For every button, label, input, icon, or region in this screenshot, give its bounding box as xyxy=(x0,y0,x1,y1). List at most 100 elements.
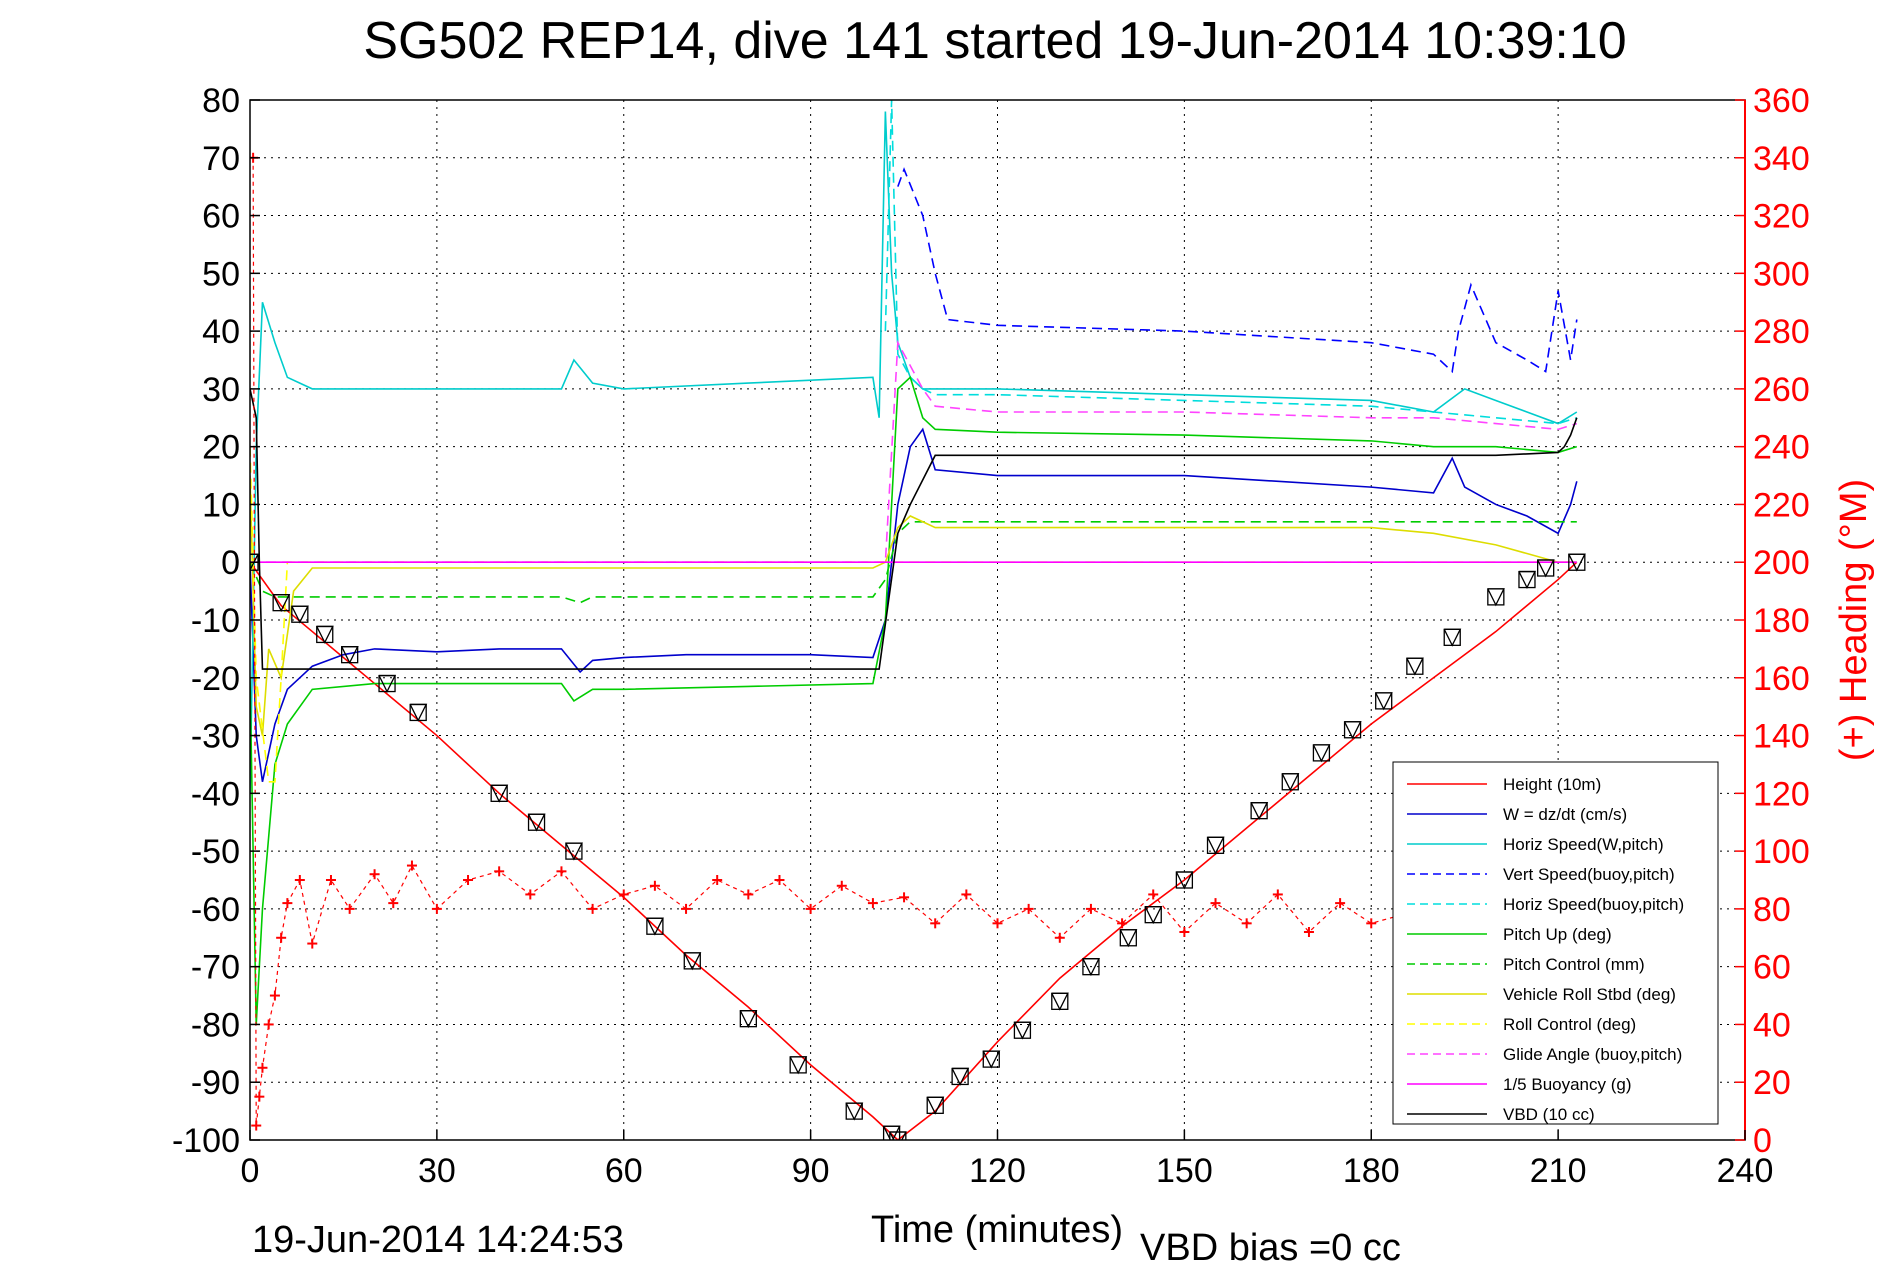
series-line-5 xyxy=(250,375,1578,1025)
height-marker xyxy=(378,674,397,694)
right-tick-label: 240 xyxy=(1753,429,1810,467)
legend-entry: Vehicle Roll Stbd (deg) xyxy=(1407,985,1676,1004)
left-tick-label: -60 xyxy=(191,891,240,929)
legend-entry: W = dz/dt (cm/s) xyxy=(1407,805,1627,824)
right-tick-label: 260 xyxy=(1753,371,1810,409)
right-y-axis-label: (+) Heading (°M) xyxy=(1833,479,1875,761)
height-marker xyxy=(982,1050,1001,1069)
legend-label: W = dz/dt (cm/s) xyxy=(1503,805,1627,824)
series-line-7 xyxy=(250,475,1577,736)
heading-marker xyxy=(282,898,293,909)
heading-marker xyxy=(743,889,754,900)
height-marker xyxy=(565,842,583,861)
heading-trace xyxy=(252,157,1410,1126)
right-tick-label: 360 xyxy=(1753,82,1810,120)
right-tick-label: 140 xyxy=(1753,718,1810,756)
x-axis-label: Time (minutes) xyxy=(871,1209,1123,1251)
heading-marker xyxy=(525,889,536,900)
height-marker xyxy=(1082,958,1100,977)
left-tick-label: -90 xyxy=(191,1064,240,1102)
heading-marker xyxy=(899,892,910,903)
left-tick-label: 80 xyxy=(202,82,240,120)
heading-marker xyxy=(269,990,280,1001)
right-tick-label: 300 xyxy=(1753,255,1810,293)
heading-marker xyxy=(1303,927,1314,937)
right-tick-label: 160 xyxy=(1753,660,1810,698)
right-y-ticks: 3603403203002802602402202001801601401201… xyxy=(1735,82,1810,1160)
height-marker xyxy=(316,625,334,644)
x-tick-label: 180 xyxy=(1343,1152,1400,1190)
height-marker xyxy=(683,952,702,971)
legend-label: Height (10m) xyxy=(1503,775,1601,794)
height-marker xyxy=(951,1067,970,1086)
left-tick-label: -30 xyxy=(191,718,240,756)
legend-label: Vert Speed(buoy,pitch) xyxy=(1503,865,1675,884)
height-marker xyxy=(1375,692,1393,711)
heading-marker xyxy=(836,880,847,891)
heading-marker xyxy=(556,866,567,877)
heading-marker xyxy=(325,875,336,885)
left-tick-label: -70 xyxy=(191,949,240,987)
height-marker xyxy=(1406,657,1424,676)
heading-marker xyxy=(294,875,305,885)
x-tick-label: 120 xyxy=(969,1152,1026,1190)
heading-marker xyxy=(649,880,660,891)
heading-marker xyxy=(681,903,692,914)
height-marker xyxy=(291,605,309,624)
heading-marker xyxy=(1272,889,1283,900)
left-tick-label: -40 xyxy=(191,775,240,813)
right-tick-label: 220 xyxy=(1753,486,1810,524)
x-tick-label: 90 xyxy=(792,1152,830,1190)
series-line-3 xyxy=(897,167,1578,374)
height-marker xyxy=(1537,559,1555,578)
right-tick-label: 20 xyxy=(1753,1064,1791,1102)
heading-marker xyxy=(867,898,878,909)
heading-marker xyxy=(1210,898,1221,909)
heading-marker xyxy=(263,1019,274,1030)
heading-marker xyxy=(774,875,785,885)
height-marker xyxy=(1250,802,1269,821)
heading-marker xyxy=(618,889,629,900)
height-marker xyxy=(1119,929,1138,948)
left-tick-label: -80 xyxy=(191,1006,240,1044)
height-marker xyxy=(1568,553,1586,572)
left-tick-label: 10 xyxy=(202,486,240,524)
heading-marker xyxy=(431,903,442,914)
legend-entry: Glide Angle (buoy,pitch) xyxy=(1407,1045,1682,1064)
heading-marker xyxy=(1085,903,1096,914)
x-tick-label: 0 xyxy=(241,1152,260,1190)
heading-marker xyxy=(388,898,399,909)
legend-entry: Pitch Control (mm) xyxy=(1407,955,1645,974)
heading-marker xyxy=(992,918,1003,929)
height-marker xyxy=(845,1102,864,1121)
grid-lines xyxy=(250,100,1745,1140)
heading-marker xyxy=(251,1120,262,1131)
heading-marker xyxy=(494,866,505,877)
left-tick-label: 50 xyxy=(202,255,240,293)
height-marker xyxy=(1206,836,1225,855)
series-layer xyxy=(250,100,1586,1140)
legend-entry: Horiz Speed(buoy,pitch) xyxy=(1407,895,1684,914)
legend-label: VBD (10 cc) xyxy=(1503,1105,1595,1124)
left-tick-label: 20 xyxy=(202,429,240,467)
heading-marker xyxy=(1335,898,1346,909)
legend-label: 1/5 Buoyancy (g) xyxy=(1503,1075,1632,1094)
footer-vbd-bias: VBD bias =0 cc xyxy=(1140,1227,1401,1262)
height-marker xyxy=(1281,773,1300,792)
legend-entry: Pitch Up (deg) xyxy=(1407,925,1612,944)
right-tick-label: 60 xyxy=(1753,949,1791,987)
x-tick-label: 30 xyxy=(418,1152,456,1190)
right-tick-label: 320 xyxy=(1753,198,1810,236)
height-marker xyxy=(527,813,546,832)
heading-marker xyxy=(1117,918,1128,929)
height-marker xyxy=(409,703,428,722)
legend-label: Pitch Up (deg) xyxy=(1503,925,1612,944)
left-tick-label: -10 xyxy=(191,602,240,640)
heading-marker xyxy=(1241,918,1252,929)
height-marker xyxy=(882,1125,901,1140)
right-tick-label: 340 xyxy=(1753,140,1810,178)
heading-marker xyxy=(1148,889,1159,900)
heading-marker xyxy=(587,903,598,914)
left-tick-label: 40 xyxy=(202,313,240,351)
